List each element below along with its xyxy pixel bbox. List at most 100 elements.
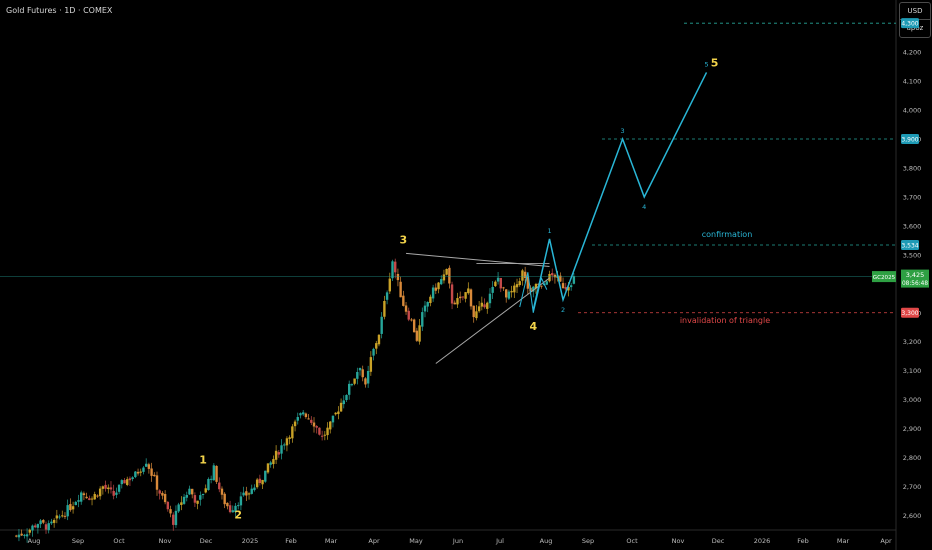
candle-body <box>334 412 337 415</box>
candle-body <box>345 395 348 401</box>
candle-body <box>415 330 419 341</box>
y-tick-label: 3,800 <box>903 164 922 172</box>
candle-body <box>494 281 497 287</box>
candle-body <box>234 505 237 513</box>
candle-body <box>502 287 505 289</box>
candle-body <box>337 411 340 415</box>
candle-body <box>391 261 394 279</box>
wave-point-label: 4 <box>642 203 646 211</box>
candle-body <box>320 435 324 437</box>
candle-body <box>112 490 115 496</box>
candle-body <box>356 371 359 379</box>
candle-body <box>150 468 153 476</box>
x-tick-label: Mar <box>325 537 338 545</box>
candle-body <box>358 367 362 371</box>
candle-body <box>123 480 126 484</box>
wave-point-label: 1 <box>547 227 551 235</box>
candle-body <box>272 459 275 465</box>
x-tick-label: Feb <box>285 537 297 545</box>
candle-body <box>504 289 508 298</box>
x-tick-label: 2025 <box>242 537 259 545</box>
candle-body <box>510 290 513 293</box>
candle-body <box>161 492 164 496</box>
currency-code[interactable]: USD <box>907 7 923 15</box>
candle-body <box>269 462 272 465</box>
candle-body <box>85 496 88 499</box>
candle-body <box>155 475 159 490</box>
candle-body <box>283 444 286 446</box>
candle-body <box>180 502 183 505</box>
x-tick-label: Nov <box>672 537 685 545</box>
candle-body <box>499 277 502 289</box>
candle-body <box>394 261 397 273</box>
candle-body <box>450 284 454 304</box>
candle-body <box>532 286 535 292</box>
candle-body <box>93 494 96 500</box>
candle-body <box>247 493 251 495</box>
x-tick-label: Sep <box>582 537 594 545</box>
candle-body <box>61 515 64 517</box>
candle-body <box>258 478 262 484</box>
candle-body <box>426 301 429 307</box>
x-tick-label: Sep <box>72 537 84 545</box>
candle-body <box>342 400 345 405</box>
candle-body <box>39 520 42 525</box>
candle-body <box>540 285 543 287</box>
level-badge-label: 4,300 <box>901 20 918 27</box>
candle-body <box>480 302 484 307</box>
candle-body <box>31 525 34 531</box>
candle-body <box>153 474 156 477</box>
wave-point-label: 2 <box>561 306 565 314</box>
y-tick-label: 3,500 <box>903 251 922 259</box>
x-tick-label: Dec <box>712 537 725 545</box>
candle-body <box>139 471 142 473</box>
level-badge <box>901 240 919 251</box>
candle-body <box>448 267 451 284</box>
x-tick-label: Feb <box>797 537 809 545</box>
candle-body <box>548 273 551 282</box>
candle-body <box>326 427 329 436</box>
candle-body <box>458 296 462 299</box>
candle-body <box>261 479 264 485</box>
candle-body <box>366 370 370 384</box>
candle-body <box>412 319 416 333</box>
candle-body <box>172 514 175 525</box>
candle-body <box>339 402 343 412</box>
candle-body <box>47 523 50 531</box>
candle-body <box>307 418 310 420</box>
candle-body <box>126 479 129 485</box>
candle-body <box>80 492 83 502</box>
level-badge-label: 3,900 <box>901 136 918 143</box>
candle-body <box>559 275 562 282</box>
candle-body <box>361 369 364 378</box>
candle-body <box>42 519 45 523</box>
candle-body <box>285 438 289 446</box>
y-tick-label: 3,700 <box>903 193 922 201</box>
candle-body <box>491 286 494 293</box>
candle-body <box>90 498 94 500</box>
candle-body <box>564 287 567 290</box>
x-tick-label: Jun <box>452 537 463 545</box>
y-tick-label: 2,700 <box>903 483 922 491</box>
candle-body <box>526 276 530 289</box>
y-tick-label: 3,100 <box>903 367 922 375</box>
candle-body <box>385 292 389 300</box>
candle-body <box>453 302 456 305</box>
candle-body <box>380 316 383 334</box>
candle-body <box>323 434 327 436</box>
candle-body <box>66 505 69 517</box>
candle-body <box>461 296 465 298</box>
x-tick-label: Oct <box>626 537 638 545</box>
wave-point-label: 3 <box>621 127 625 135</box>
candle-body <box>204 488 207 493</box>
candle-body <box>74 501 77 506</box>
candle-body <box>52 519 56 523</box>
candle-body <box>63 515 67 517</box>
candle-body <box>28 529 31 533</box>
candle-body <box>399 281 402 298</box>
candle-body <box>163 494 167 503</box>
level-annotation: confirmation <box>702 230 753 239</box>
candle-body <box>142 467 145 472</box>
y-tick-label: 3,000 <box>903 396 922 404</box>
